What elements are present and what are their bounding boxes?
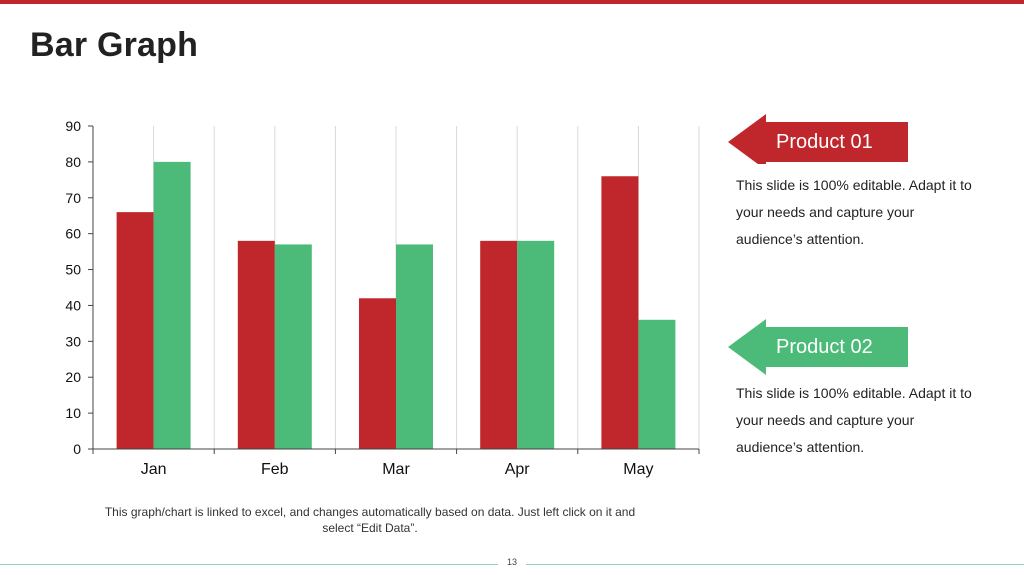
y-tick-label-10: 10	[65, 405, 81, 421]
y-tick-label-0: 0	[73, 441, 81, 457]
y-tick-label-20: 20	[65, 369, 81, 385]
y-tick-label-30: 30	[65, 333, 81, 349]
bar-series2-mar	[396, 244, 433, 449]
y-tick-label-40: 40	[65, 297, 81, 313]
x-tick-label-mar: Mar	[382, 461, 410, 478]
bottom-divider-left	[0, 564, 498, 565]
product-02-description: This slide is 100% editable. Adapt it to…	[736, 385, 972, 455]
y-tick-label-70: 70	[65, 190, 81, 206]
y-tick-label-60: 60	[65, 226, 81, 242]
bar-series2-feb	[274, 244, 312, 449]
y-tick-label-80: 80	[65, 154, 81, 170]
chart-bars	[116, 161, 676, 449]
bar-series1-feb	[237, 240, 275, 449]
bar-series1-apr	[480, 240, 518, 449]
bar-chart[interactable]: 0 10 20 30 40 50 60 70 80 90 Jan Feb Mar Apr May	[0, 0, 720, 490]
left-arrow-shape	[728, 114, 908, 164]
x-tick-label-may: May	[623, 461, 653, 478]
y-tick-label-90: 90	[65, 118, 81, 134]
y-tick-label-50: 50	[65, 262, 81, 278]
bar-series2-may	[638, 319, 676, 449]
bar-series2-jan	[153, 161, 191, 449]
top-accent-bar	[0, 0, 1024, 4]
product-01-callout[interactable]: Product 01	[728, 114, 908, 164]
page-number: 13	[500, 557, 524, 567]
bottom-divider-right	[526, 564, 1024, 565]
x-tick-label-feb: Feb	[261, 461, 289, 478]
chart-axes: 0 10 20 30 40 50 60 70 80 90 Jan Feb Mar Apr May	[65, 118, 700, 478]
x-tick-label-jan: Jan	[141, 461, 167, 478]
bar-series1-mar	[359, 298, 396, 449]
chart-footnote: This graph/chart is linked to excel, and…	[104, 505, 636, 535]
left-arrow-shape	[728, 319, 908, 375]
bar-series1-jan	[116, 212, 154, 449]
bar-series2-apr	[517, 240, 555, 449]
bar-series1-may	[601, 176, 639, 449]
product-01-description: This slide is 100% editable. Adapt it to…	[736, 177, 972, 247]
slide-title: Bar Graph	[30, 26, 199, 64]
product-02-label: Product 02	[776, 336, 873, 358]
product-02-callout[interactable]: Product 02	[728, 319, 908, 375]
product-01-label: Product 01	[776, 131, 873, 153]
x-tick-label-apr: Apr	[505, 461, 531, 478]
